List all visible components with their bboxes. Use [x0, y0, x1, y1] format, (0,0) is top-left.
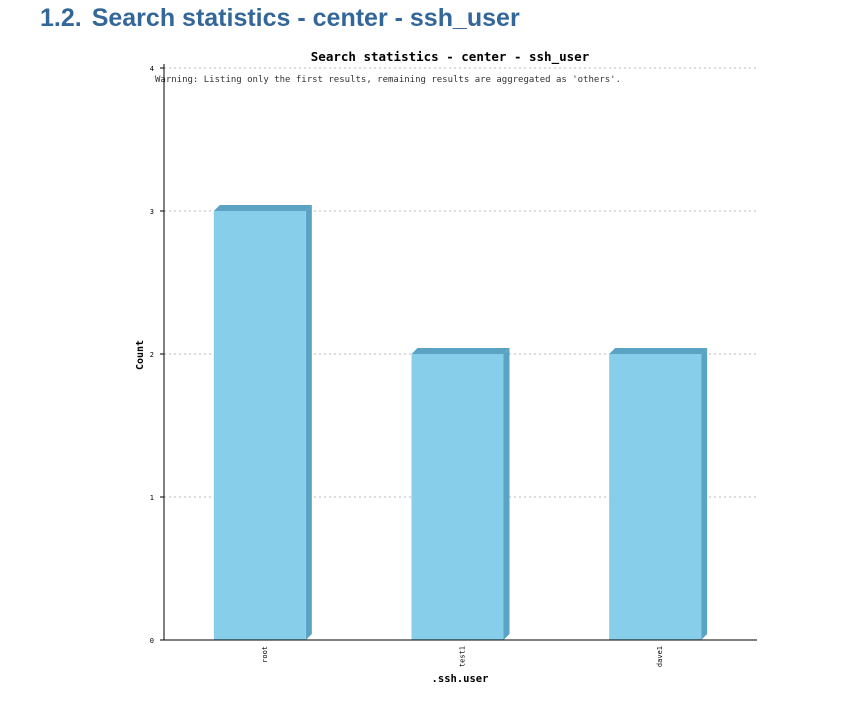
x-tick-label: root	[261, 646, 269, 663]
bar-side	[503, 348, 510, 640]
bar-dave1	[609, 348, 708, 640]
y-tick-labels: 0 1 2 3 4	[150, 65, 164, 645]
x-tick-label: test1	[459, 646, 467, 667]
y-tick-label: 1	[150, 494, 154, 502]
bar-test1	[411, 348, 510, 640]
axes	[163, 64, 757, 641]
bar-side	[701, 348, 708, 640]
chart-title: Search statistics - center - ssh_user	[311, 49, 590, 65]
y-tick-label: 4	[150, 65, 154, 73]
y-tick-label: 3	[150, 208, 154, 216]
chart-warning: Warning: Listing only the first results,…	[155, 75, 621, 85]
x-tick-labels: root test1 dave1	[261, 646, 664, 667]
y-tick-label: 0	[150, 637, 154, 645]
bar-top	[609, 348, 708, 354]
bars	[213, 205, 708, 640]
bar-top	[411, 348, 510, 354]
bar	[609, 354, 702, 640]
section-title: Search statistics - center - ssh_user	[91, 4, 520, 32]
x-axis-label: .ssh.user	[432, 673, 489, 685]
section-heading: 1.2. Search statistics - center - ssh_use…	[40, 4, 520, 33]
y-tick-label: 2	[150, 351, 154, 359]
bar	[411, 354, 504, 640]
y-axis-label: Count	[135, 340, 146, 370]
x-tick-label: dave1	[656, 646, 664, 667]
bar-root	[213, 205, 312, 640]
section-number: 1.2.	[40, 4, 82, 32]
bar-top	[213, 205, 312, 211]
bar	[213, 211, 306, 640]
bar-side	[305, 205, 312, 640]
